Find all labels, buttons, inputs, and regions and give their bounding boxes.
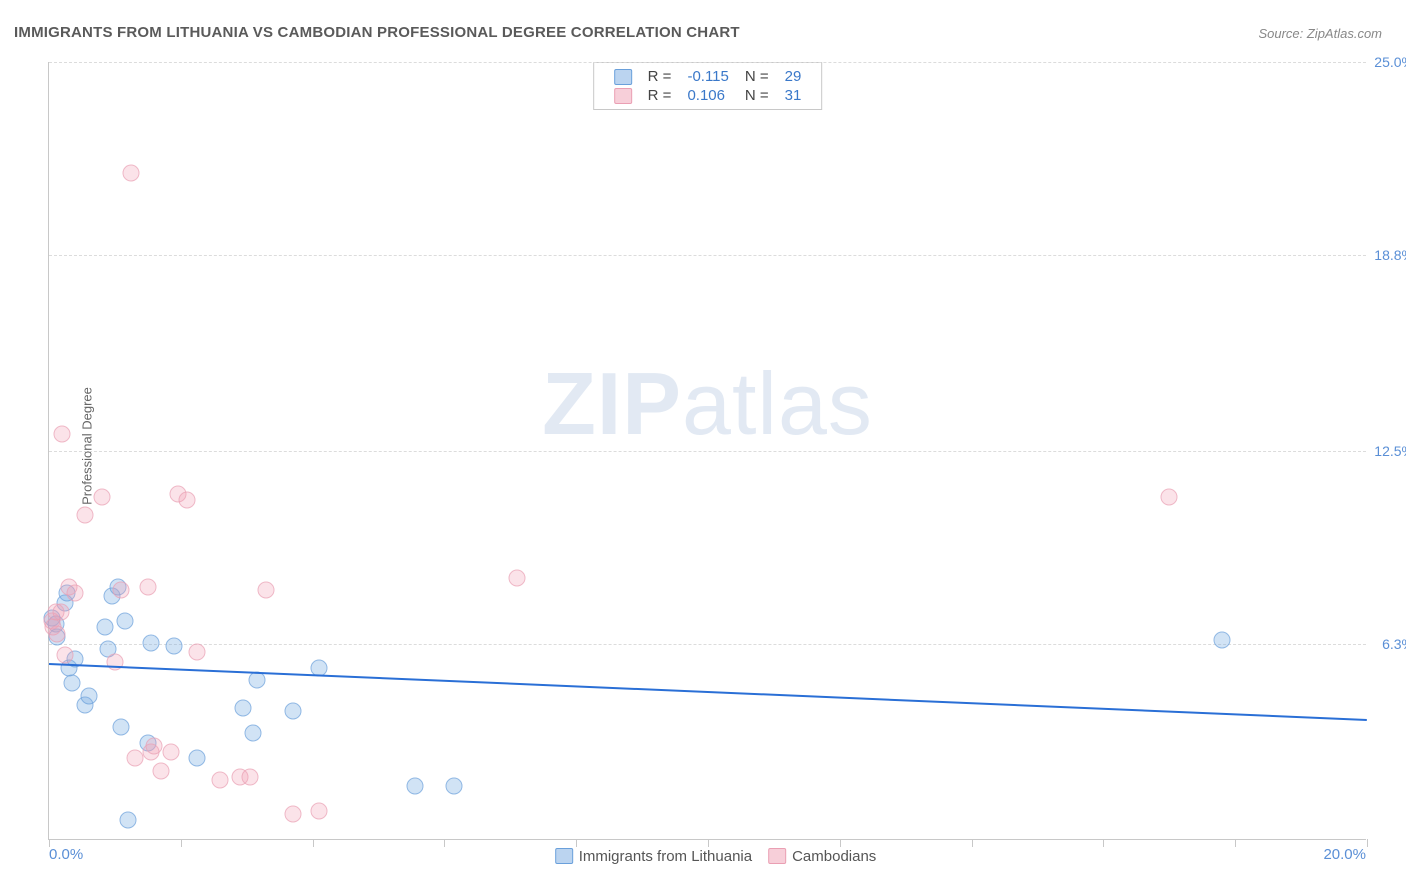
x-tick (313, 839, 314, 847)
r-value: -0.115 (679, 67, 736, 86)
data-point (93, 488, 110, 505)
data-point (153, 762, 170, 779)
y-tick-label: 6.3% (1382, 636, 1406, 652)
data-point (146, 737, 163, 754)
n-label: N = (737, 67, 777, 86)
data-point (126, 750, 143, 767)
x-tick (576, 839, 577, 847)
legend-label: Immigrants from Lithuania (579, 848, 752, 865)
data-point (48, 625, 65, 642)
data-point (446, 778, 463, 795)
data-point (57, 647, 74, 664)
legend-swatch (768, 848, 786, 864)
data-point (248, 672, 265, 689)
data-point (1214, 631, 1231, 648)
data-point (212, 771, 229, 788)
data-point (77, 507, 94, 524)
r-label: R = (640, 86, 680, 105)
x-tick (972, 839, 973, 847)
r-value: 0.106 (679, 86, 736, 105)
data-point (258, 582, 275, 599)
x-tick (181, 839, 182, 847)
y-tick-label: 12.5% (1374, 443, 1406, 459)
x-tick (840, 839, 841, 847)
scatter-plot: ZIPatlas R =-0.115N =29R =0.106N =31 0.0… (48, 62, 1366, 840)
n-value: 29 (777, 67, 810, 86)
data-point (235, 700, 252, 717)
x-tick (1103, 839, 1104, 847)
y-tick-label: 25.0% (1374, 54, 1406, 70)
x-axis-min-label: 0.0% (49, 846, 83, 863)
legend-swatch (555, 848, 573, 864)
series-legend: Immigrants from Lithuania Cambodians (539, 848, 877, 865)
legend-label: Cambodians (792, 848, 876, 865)
data-point (166, 638, 183, 655)
legend-row: R =0.106N =31 (606, 86, 810, 105)
data-point (1161, 488, 1178, 505)
legend-swatch (614, 69, 632, 85)
data-point (80, 687, 97, 704)
data-point (67, 585, 84, 602)
data-point (241, 768, 258, 785)
data-point (189, 644, 206, 661)
correlation-legend: R =-0.115N =29R =0.106N =31 (593, 62, 823, 110)
data-point (113, 582, 130, 599)
x-tick (1235, 839, 1236, 847)
data-point (189, 750, 206, 767)
data-point (64, 675, 81, 692)
y-tick-label: 18.8% (1374, 247, 1406, 263)
source-attribution: Source: ZipAtlas.com (1258, 26, 1382, 41)
trend-line (49, 541, 1367, 633)
grid-line (49, 255, 1366, 256)
data-point (123, 165, 140, 182)
data-point (245, 725, 262, 742)
x-axis-max-label: 20.0% (1323, 846, 1366, 863)
n-label: N = (737, 86, 777, 105)
chart-title: IMMIGRANTS FROM LITHUANIA VS CAMBODIAN P… (14, 24, 740, 41)
data-point (179, 491, 196, 508)
r-label: R = (640, 67, 680, 86)
data-point (139, 578, 156, 595)
data-point (113, 718, 130, 735)
watermark: ZIPatlas (542, 353, 873, 455)
data-point (284, 703, 301, 720)
grid-line (49, 451, 1366, 452)
watermark-bold: ZIP (542, 354, 682, 453)
data-point (508, 569, 525, 586)
watermark-rest: atlas (682, 354, 873, 453)
data-point (54, 426, 71, 443)
grid-line (49, 62, 1366, 63)
data-point (162, 743, 179, 760)
legend-row: R =-0.115N =29 (606, 67, 810, 86)
data-point (311, 803, 328, 820)
x-tick (708, 839, 709, 847)
x-tick (1367, 839, 1368, 847)
data-point (120, 812, 137, 829)
n-value: 31 (777, 86, 810, 105)
data-point (52, 603, 69, 620)
data-point (406, 778, 423, 795)
grid-line (49, 644, 1366, 645)
data-point (284, 806, 301, 823)
legend-swatch (614, 88, 632, 104)
data-point (143, 634, 160, 651)
x-tick (444, 839, 445, 847)
